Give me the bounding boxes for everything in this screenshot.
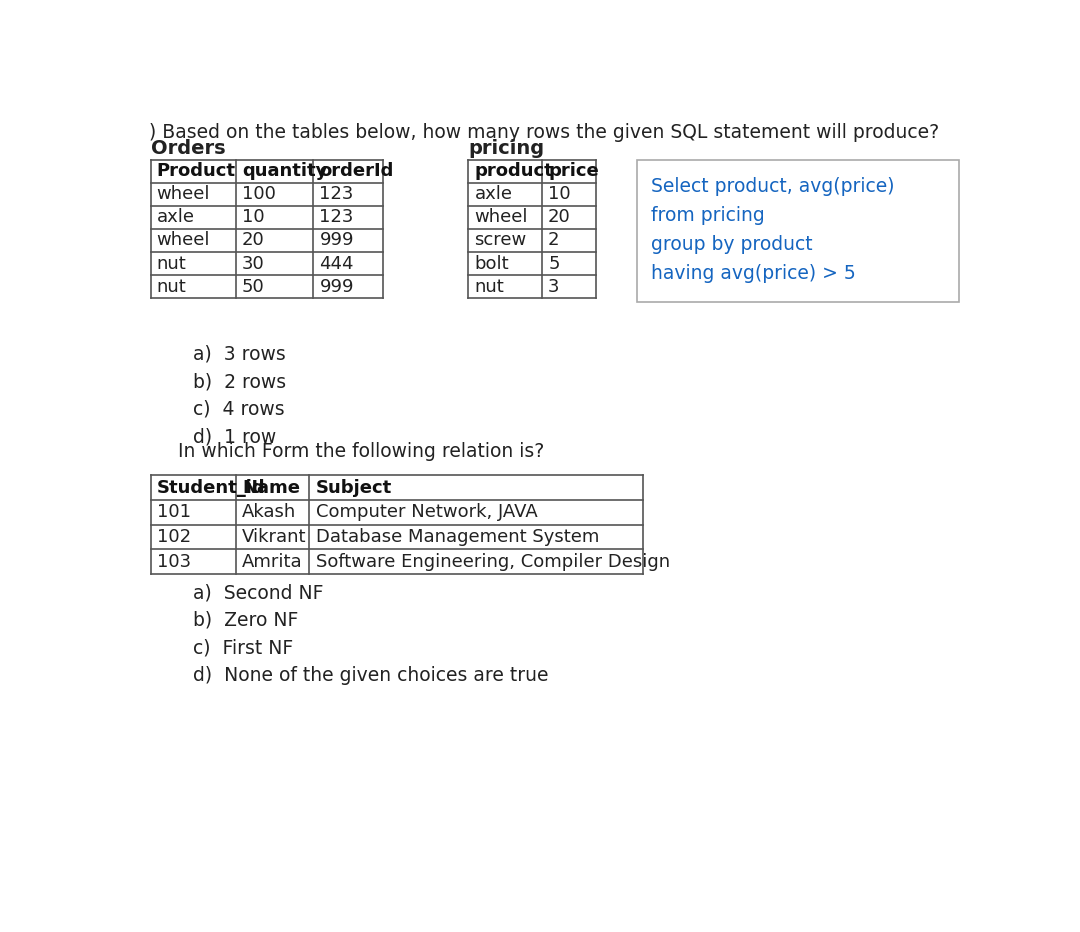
Text: 101: 101 bbox=[157, 503, 191, 521]
Text: nut: nut bbox=[474, 278, 504, 295]
Text: Product: Product bbox=[157, 162, 235, 180]
Text: Computer Network, JAVA: Computer Network, JAVA bbox=[315, 503, 538, 521]
Text: 2: 2 bbox=[548, 231, 559, 250]
Text: d)  None of the given choices are true: d) None of the given choices are true bbox=[193, 666, 549, 685]
Text: from pricing: from pricing bbox=[651, 206, 765, 225]
Text: 10: 10 bbox=[548, 185, 570, 203]
Text: 50: 50 bbox=[242, 278, 265, 295]
Text: product: product bbox=[474, 162, 553, 180]
Text: Name: Name bbox=[242, 479, 300, 497]
Bar bbox=[469, 159, 596, 298]
Text: 10: 10 bbox=[242, 209, 265, 226]
Text: having avg(price) > 5: having avg(price) > 5 bbox=[651, 265, 855, 283]
Text: c)  First NF: c) First NF bbox=[193, 638, 294, 657]
Text: ) Based on the tables below, how many rows the given SQL statement will produce?: ) Based on the tables below, how many ro… bbox=[149, 123, 940, 142]
Text: Subject: Subject bbox=[315, 479, 392, 497]
Text: Student_id: Student_id bbox=[157, 479, 266, 497]
Text: price: price bbox=[548, 162, 598, 180]
Text: a)  Second NF: a) Second NF bbox=[193, 583, 324, 602]
Text: quantity: quantity bbox=[242, 162, 327, 180]
Bar bbox=[637, 159, 959, 302]
Text: 20: 20 bbox=[548, 209, 571, 226]
Text: Akash: Akash bbox=[242, 503, 296, 521]
Text: 103: 103 bbox=[157, 553, 191, 570]
Text: Database Management System: Database Management System bbox=[315, 528, 599, 546]
Text: wheel: wheel bbox=[157, 231, 211, 250]
Text: 3: 3 bbox=[548, 278, 559, 295]
Text: 30: 30 bbox=[242, 254, 265, 272]
Text: Vikrant: Vikrant bbox=[242, 528, 307, 546]
Text: 999: 999 bbox=[320, 278, 354, 295]
Text: axle: axle bbox=[157, 209, 194, 226]
Text: nut: nut bbox=[157, 254, 187, 272]
Text: 102: 102 bbox=[157, 528, 191, 546]
Text: 100: 100 bbox=[242, 185, 275, 203]
Text: In which Form the following relation is?: In which Form the following relation is? bbox=[177, 442, 544, 461]
Text: screw: screw bbox=[474, 231, 527, 250]
Text: c)  4 rows: c) 4 rows bbox=[193, 400, 285, 418]
Text: 123: 123 bbox=[320, 185, 354, 203]
Text: d)  1 row: d) 1 row bbox=[193, 428, 276, 446]
Text: 123: 123 bbox=[320, 209, 354, 226]
Text: nut: nut bbox=[157, 278, 187, 295]
Text: pricing: pricing bbox=[469, 139, 544, 158]
Text: orderId: orderId bbox=[320, 162, 394, 180]
Bar bbox=[150, 475, 643, 574]
Text: 444: 444 bbox=[320, 254, 354, 272]
Text: Select product, avg(price): Select product, avg(price) bbox=[651, 176, 894, 196]
Text: a)  3 rows: a) 3 rows bbox=[193, 345, 286, 363]
Text: Orders: Orders bbox=[150, 139, 225, 158]
Text: axle: axle bbox=[474, 185, 512, 203]
Text: Software Engineering, Compiler Design: Software Engineering, Compiler Design bbox=[315, 553, 670, 570]
Text: Amrita: Amrita bbox=[242, 553, 302, 570]
Text: wheel: wheel bbox=[474, 209, 528, 226]
Text: bolt: bolt bbox=[474, 254, 509, 272]
Text: b)  2 rows: b) 2 rows bbox=[193, 372, 286, 391]
Text: group by product: group by product bbox=[651, 235, 813, 254]
Text: wheel: wheel bbox=[157, 185, 211, 203]
Text: 999: 999 bbox=[320, 231, 354, 250]
Text: 20: 20 bbox=[242, 231, 265, 250]
Text: 5: 5 bbox=[548, 254, 559, 272]
Bar bbox=[150, 159, 383, 298]
Text: b)  Zero NF: b) Zero NF bbox=[193, 610, 298, 630]
